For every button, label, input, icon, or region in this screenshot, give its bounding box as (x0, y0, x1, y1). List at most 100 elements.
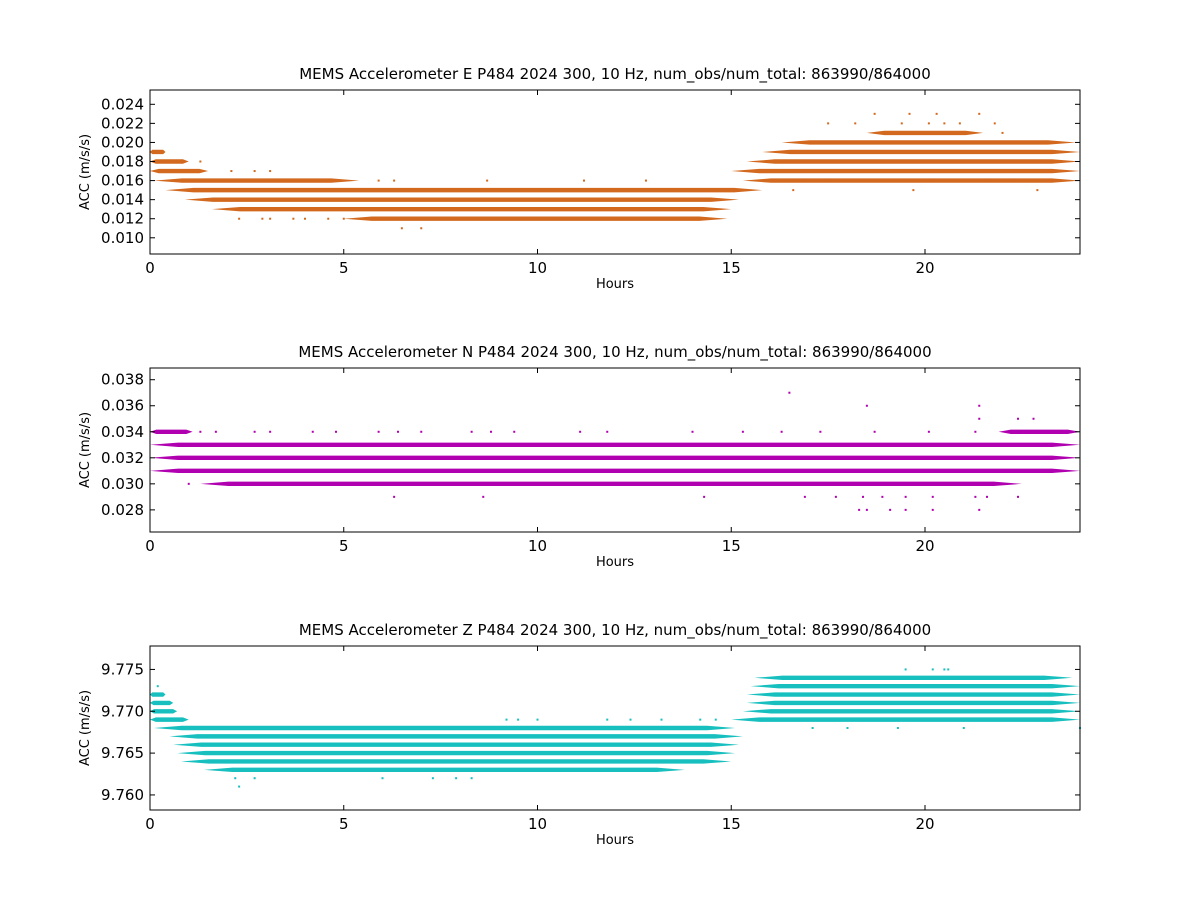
data-point (986, 495, 988, 498)
data-point (912, 189, 915, 192)
y-axis-label: ACC (m/s/s) (78, 134, 93, 210)
y-tick-label: 0.036 (101, 397, 144, 415)
data-point (819, 430, 822, 433)
data-point (1051, 179, 1054, 182)
data-point (858, 508, 861, 511)
data-band (173, 742, 739, 747)
data-point (1036, 189, 1039, 192)
data-band (150, 468, 1080, 474)
chart-title: MEMS Accelerometer E P484 2024 300, 10 H… (299, 65, 931, 84)
y-tick-label: 0.030 (101, 475, 144, 493)
data-band (998, 429, 1080, 434)
data-point (881, 495, 884, 498)
data-point (943, 668, 946, 671)
data-point (513, 430, 516, 433)
data-band (746, 700, 1080, 706)
data-point (253, 170, 256, 173)
data-band (150, 442, 1080, 447)
data-point (900, 122, 903, 125)
data-series (150, 668, 1081, 788)
data-point (978, 404, 981, 407)
data-point (579, 430, 582, 433)
plot-frame (149, 367, 1081, 533)
data-point (393, 495, 396, 498)
data-point (261, 217, 264, 220)
y-tick-label: 9.765 (101, 744, 144, 762)
data-band (150, 429, 193, 434)
data-point (978, 508, 981, 511)
data-point (811, 727, 814, 729)
data-point (896, 727, 899, 729)
data-point (827, 179, 830, 182)
data-point (214, 430, 217, 433)
data-point (156, 685, 159, 688)
data-band (746, 159, 1080, 164)
data-point (342, 217, 345, 220)
data-point (792, 189, 795, 192)
x-tick-label: 20 (915, 259, 934, 277)
data-point (846, 727, 849, 729)
x-axis-label: Hours (596, 277, 634, 292)
x-axis-label: Hours (596, 833, 634, 848)
data-point (327, 217, 330, 220)
data-band (742, 709, 1080, 714)
data-point (230, 170, 233, 173)
data-point (827, 122, 830, 125)
data-point (931, 508, 934, 511)
data-point (420, 430, 423, 433)
y-tick-label: 0.034 (101, 423, 144, 441)
y-tick-label: 0.010 (101, 229, 144, 247)
data-point (187, 482, 190, 485)
data-band (150, 692, 166, 697)
y-tick-label: 9.775 (101, 660, 144, 678)
data-point (780, 430, 783, 433)
data-point (862, 495, 864, 498)
data-band (150, 700, 174, 706)
data-point (238, 217, 241, 220)
data-point (947, 668, 950, 671)
data-point (292, 217, 295, 220)
data-point (470, 430, 473, 433)
subplot-east: MEMS Accelerometer E P484 2024 300, 10 H… (78, 65, 1081, 292)
data-point (889, 508, 892, 511)
data-point (199, 160, 202, 163)
data-point (377, 179, 380, 182)
data-point (431, 777, 434, 780)
data-band (731, 168, 1080, 174)
x-tick-label: 15 (722, 815, 741, 833)
y-tick-label: 0.018 (101, 153, 144, 171)
data-point (1013, 179, 1016, 182)
data-point (974, 430, 977, 433)
data-point (865, 508, 868, 511)
data-point (741, 430, 744, 433)
data-series (150, 391, 1080, 511)
plot-frame (149, 645, 1081, 811)
data-point (714, 718, 717, 721)
data-point (420, 227, 423, 230)
x-tick-label: 10 (528, 815, 547, 833)
data-point (400, 227, 403, 230)
x-tick-label: 10 (528, 537, 547, 555)
data-point (486, 179, 489, 182)
data-point (1001, 131, 1004, 134)
subplot-north: MEMS Accelerometer N P484 2024 300, 10 H… (78, 343, 1081, 570)
data-series (150, 112, 1080, 230)
x-tick-label: 0 (145, 537, 155, 555)
x-tick-label: 20 (915, 815, 934, 833)
data-point (1017, 417, 1019, 420)
data-point (490, 430, 492, 433)
data-point (931, 668, 934, 671)
data-point (943, 122, 946, 125)
data-point (238, 785, 241, 788)
data-point (788, 391, 791, 394)
y-tick-label: 0.020 (101, 133, 144, 151)
x-tick-label: 0 (145, 259, 155, 277)
data-point (865, 404, 868, 407)
data-point (660, 718, 663, 721)
x-tick-label: 15 (722, 259, 741, 277)
data-band (165, 187, 763, 193)
data-point (927, 430, 930, 433)
data-point (234, 777, 237, 780)
data-point (269, 430, 272, 433)
